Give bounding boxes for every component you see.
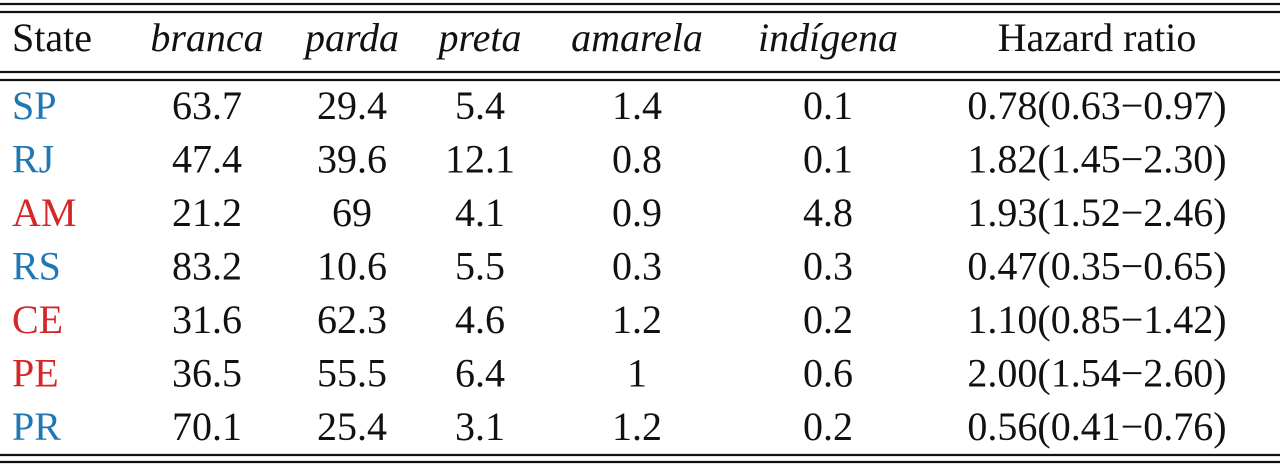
- state-cell: PR: [12, 404, 61, 449]
- header-cell: preta: [436, 15, 522, 60]
- value-cell: 6.4: [455, 351, 505, 396]
- hazard-cell: 0.56(0.41−0.76): [967, 404, 1226, 449]
- value-cell: 4.1: [455, 190, 505, 235]
- state-cell: PE: [12, 351, 59, 396]
- value-cell: 36.5: [172, 351, 242, 396]
- value-cell: 0.2: [803, 297, 853, 342]
- state-cell: AM: [12, 190, 76, 235]
- value-cell: 1.4: [612, 83, 662, 128]
- hazard-cell: 1.93(1.52−2.46): [967, 190, 1226, 235]
- state-cell: RS: [12, 244, 61, 289]
- header-cell: indígena: [758, 15, 898, 60]
- value-cell: 1: [627, 351, 647, 396]
- value-cell: 3.1: [455, 404, 505, 449]
- value-cell: 10.6: [317, 244, 387, 289]
- value-cell: 25.4: [317, 404, 387, 449]
- value-cell: 47.4: [172, 137, 242, 182]
- state-cell: CE: [12, 297, 63, 342]
- value-cell: 1.2: [612, 404, 662, 449]
- value-cell: 55.5: [317, 351, 387, 396]
- header-cell: parda: [302, 15, 399, 60]
- value-cell: 0.6: [803, 351, 853, 396]
- value-cell: 69: [332, 190, 372, 235]
- header-cell: amarela: [571, 15, 703, 60]
- hazard-cell: 1.82(1.45−2.30): [967, 137, 1226, 182]
- value-cell: 39.6: [317, 137, 387, 182]
- value-cell: 5.5: [455, 244, 505, 289]
- value-cell: 21.2: [172, 190, 242, 235]
- value-cell: 0.9: [612, 190, 662, 235]
- hazard-cell: 0.47(0.35−0.65): [967, 244, 1226, 289]
- value-cell: 0.8: [612, 137, 662, 182]
- hazard-cell: 2.00(1.54−2.60): [967, 351, 1226, 396]
- value-cell: 31.6: [172, 297, 242, 342]
- value-cell: 4.6: [455, 297, 505, 342]
- value-cell: 4.8: [803, 190, 853, 235]
- value-cell: 12.1: [445, 137, 515, 182]
- value-cell: 62.3: [317, 297, 387, 342]
- header-cell: State: [12, 15, 92, 60]
- value-cell: 0.1: [803, 137, 853, 182]
- value-cell: 0.2: [803, 404, 853, 449]
- value-cell: 0.3: [803, 244, 853, 289]
- value-cell: 1.2: [612, 297, 662, 342]
- hazard-cell: 1.10(0.85−1.42): [967, 297, 1226, 342]
- state-cell: RJ: [12, 137, 54, 182]
- value-cell: 70.1: [172, 404, 242, 449]
- header-cell: Hazard ratio: [998, 15, 1197, 60]
- value-cell: 0.1: [803, 83, 853, 128]
- header-cell: branca: [150, 15, 263, 60]
- value-cell: 5.4: [455, 83, 505, 128]
- value-cell: 0.3: [612, 244, 662, 289]
- value-cell: 63.7: [172, 83, 242, 128]
- value-cell: 83.2: [172, 244, 242, 289]
- value-cell: 29.4: [317, 83, 387, 128]
- state-cell: SP: [12, 83, 57, 128]
- hazard-cell: 0.78(0.63−0.97): [967, 83, 1226, 128]
